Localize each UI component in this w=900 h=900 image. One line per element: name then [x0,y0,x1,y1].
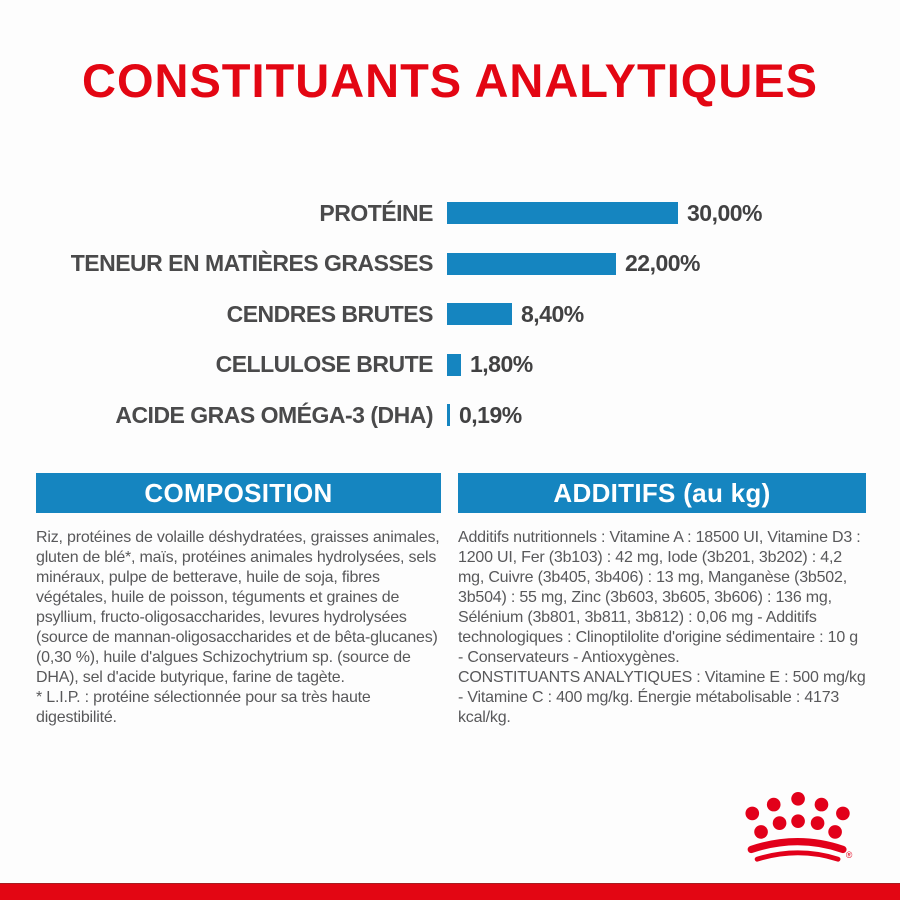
chart-row: CENDRES BRUTES 8,40% [0,300,900,327]
additives-header: ADDITIFS (au kg) [458,473,866,513]
chart-row: PROTÉINE 30,00% [0,199,900,226]
crown-dot [766,797,781,812]
crown-dot [745,806,760,821]
analytical-constituents-bar-chart: PROTÉINE 30,00% TENEUR EN MATIÈRES GRASSES… [0,199,900,455]
composition-section: COMPOSITION Riz, protéines de volaille d… [36,473,441,728]
crown-band-lower [754,850,841,862]
chart-category-label: PROTÉINE [319,199,433,226]
chart-value-label: 1,80% [470,351,533,377]
chart-bar [447,353,461,376]
chart-category-label: TENEUR EN MATIÈRES GRASSES [70,250,434,276]
composition-body: Riz, protéines de volaille déshydratées,… [36,529,440,686]
additives-body: Additifs nutritionnels : Vitamine A : 18… [458,529,861,666]
chart-value-label: 0,19% [459,401,522,428]
composition-footnote: * L.I.P. : protéine sélectionnée pour sa… [36,689,371,726]
crown-dot [791,814,805,828]
composition-text: Riz, protéines de volaille déshydratées,… [36,528,441,728]
crown-dot [791,791,805,806]
chart-row: ACIDE GRAS OMÉGA-3 (DHA) 0,19% [0,401,900,428]
chart-bar [447,202,678,224]
bottom-red-bar [0,883,900,900]
crown-dot [814,797,829,812]
crown-dot [828,825,842,839]
crown-dot [754,825,768,839]
chart-category-label: ACIDE GRAS OMÉGA-3 (DHA) [115,401,433,428]
registered-trademark-icon: ® [846,850,853,860]
chart-category-label: CENDRES BRUTES [226,300,434,327]
chart-bar [447,404,450,426]
chart-row: CELLULOSE BRUTE 1,80% [0,351,900,377]
crown-dot [772,816,787,830]
crown-dot [836,806,850,821]
crown-band-upper [747,837,847,854]
additives-section: ADDITIFS (au kg) Additifs nutritionnels … [458,473,866,728]
chart-value-label: 8,40% [521,300,584,327]
chart-value-label: 30,00% [687,199,763,226]
page-title: CONSTITUANTS ANALYTIQUES [82,54,818,108]
chart-value-label: 22,00% [625,250,701,276]
chart-bar [447,303,512,325]
chart-category-label: CELLULOSE BRUTE [215,351,434,377]
composition-header: COMPOSITION [36,473,441,513]
crown-dot [810,816,825,830]
chart-bar [447,252,616,275]
chart-row: TENEUR EN MATIÈRES GRASSES 22,00% [0,250,900,276]
royal-canin-crown-logo: ® [745,791,853,862]
additives-analytical: CONSTITUANTS ANALYTIQUES : Vitamine E : … [458,669,866,726]
additives-text: Additifs nutritionnels : Vitamine A : 18… [458,528,866,728]
